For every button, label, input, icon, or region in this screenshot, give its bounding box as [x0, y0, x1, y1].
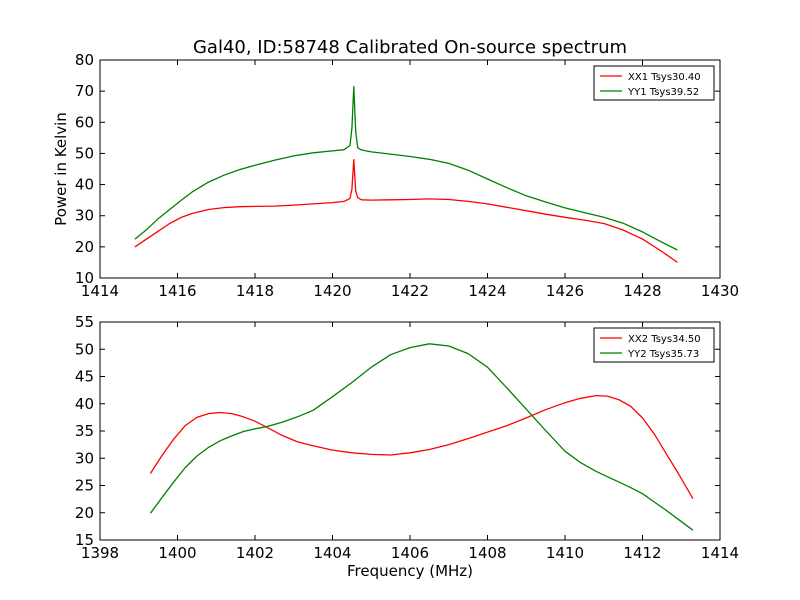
bottom-y-tick-label: 40: [75, 395, 94, 413]
top-y-axis-label: Power in Kelvin: [52, 112, 70, 226]
top-y-tick-label: 80: [75, 51, 94, 69]
figure-title: Gal40, ID:58748 Calibrated On-source spe…: [193, 37, 627, 58]
top-x-tick-label: 1418: [236, 282, 274, 300]
bottom-x-tick-label: 1402: [236, 544, 274, 562]
top-x-tick-label: 1426: [546, 282, 584, 300]
top-x-tick-label: 1424: [468, 282, 506, 300]
top-x-tick-label: 1414: [81, 282, 119, 300]
top-x-tick-label: 1416: [158, 282, 196, 300]
bottom-y-tick-label: 50: [75, 340, 94, 358]
bottom-x-tick-label: 1408: [468, 544, 506, 562]
top-y-tick-label: 10: [75, 269, 94, 287]
bottom-y-tick-label: 55: [75, 313, 94, 331]
bottom-legend-label-1: XX2 Tsys34.50: [628, 334, 701, 345]
bottom-y-tick-label: 25: [75, 477, 94, 495]
top-y-tick-label: 70: [75, 82, 94, 100]
top-x-tick-label: 1428: [623, 282, 661, 300]
top-legend: XX1 Tsys30.40 YY1 Tsys39.52: [593, 65, 715, 101]
axes-top: 1414 1416 1418 1420 1422 1424 1426 1428 1430 10 20…: [52, 51, 739, 300]
bottom-x-tick-label: 1398: [81, 544, 119, 562]
bottom-x-tick-label: 1412: [623, 544, 661, 562]
top-series-line-2: [134, 85, 678, 251]
bottom-series-line-1: [149, 394, 694, 499]
bottom-x-tick-label: 1414: [701, 544, 739, 562]
top-legend-box: [593, 65, 715, 101]
top-series-lines: [134, 85, 678, 263]
top-legend-label-1: XX1 Tsys30.40: [628, 72, 701, 83]
bottom-y-tick-label: 45: [75, 368, 94, 386]
bottom-series-lines: [149, 343, 694, 531]
bottom-series-line-2: [149, 343, 694, 531]
bottom-x-tick-label: 1400: [158, 544, 196, 562]
top-series-line-1: [134, 159, 678, 263]
bottom-y-tick-label: 20: [75, 504, 94, 522]
top-y-tick-label: 30: [75, 207, 94, 225]
bottom-legend-box: [593, 327, 715, 363]
top-x-tick-label: 1422: [391, 282, 429, 300]
top-y-tick-label: 20: [75, 238, 94, 256]
bottom-x-tick-label: 1406: [391, 544, 429, 562]
bottom-x-axis-label: Frequency (MHz): [347, 562, 473, 580]
bottom-y-tick-label: 30: [75, 449, 94, 467]
top-y-tick-label: 40: [75, 176, 94, 194]
bottom-x-tick-label: 1410: [546, 544, 584, 562]
top-x-tick-label: 1420: [313, 282, 351, 300]
top-x-tick-label: 1430: [701, 282, 739, 300]
top-legend-label-2: YY1 Tsys39.52: [627, 87, 699, 98]
bottom-x-tick-label: 1404: [313, 544, 351, 562]
bottom-y-tick-label: 15: [75, 531, 94, 549]
axes-bottom: 1398 1400 1402 1404 1406 1408 1410 1412 1414 15 20…: [75, 313, 739, 580]
bottom-legend-label-2: YY2 Tsys35.73: [627, 349, 699, 360]
top-y-tick-label: 50: [75, 144, 94, 162]
bottom-y-tick-label: 35: [75, 422, 94, 440]
bottom-legend: XX2 Tsys34.50 YY2 Tsys35.73: [593, 327, 715, 363]
top-y-tick-label: 60: [75, 113, 94, 131]
